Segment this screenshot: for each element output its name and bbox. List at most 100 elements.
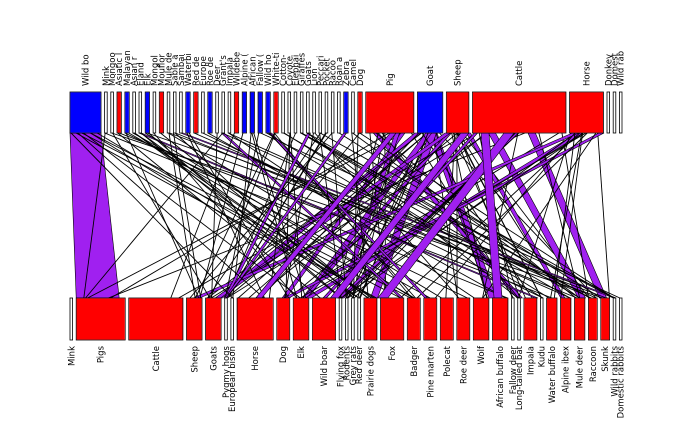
top-node-asian-r <box>133 92 136 133</box>
bottom-label-goats: Goats <box>209 345 219 370</box>
top-node-wild-rab <box>619 92 622 133</box>
top-label-horse: Horse <box>582 61 592 86</box>
top-node-mongoo <box>111 92 114 133</box>
bottom-node-grey-rats <box>352 298 355 340</box>
bottom-label-pigs: Pigs <box>97 345 107 363</box>
top-label-goat: Goat <box>426 65 436 86</box>
link <box>598 133 610 298</box>
bottom-node-fill-cattle <box>129 298 182 339</box>
bottom-label-fox: Fox <box>388 346 398 361</box>
bottom-label-badger: Badger <box>410 346 420 377</box>
bottom-label-prairie-dogs: Prairie dogs <box>366 345 376 396</box>
bottom-node-kudu <box>540 298 543 340</box>
bottom-label-pine-marten: Pine marten <box>426 346 436 398</box>
top-node-pocket <box>325 92 328 133</box>
bottom-label-elk: Elk <box>297 346 307 359</box>
bottom-node-wild-rabbits <box>613 298 616 340</box>
bottom-node-long-tailed-bat <box>518 298 521 340</box>
top-node-fill-goat <box>418 92 443 132</box>
bottom-node-fill-badger <box>408 298 420 339</box>
top-node-sable-a <box>173 92 176 133</box>
top-node-mongol <box>153 92 156 133</box>
bottom-node-domestic-rabbits <box>619 298 622 340</box>
bottom-label-alpine-ibex: Alpine ibex <box>562 346 572 393</box>
bottom-node-fill-wolf <box>474 298 489 339</box>
bottom-node-fill-pine-marten <box>424 298 436 339</box>
links-layer <box>70 133 620 298</box>
link <box>113 133 210 298</box>
bottom-node-fill-sheep <box>187 298 202 339</box>
top-nodes-layer <box>70 92 622 133</box>
top-label-dog: Dog <box>356 69 366 86</box>
top-node-fill-dog <box>358 92 362 132</box>
bottom-label-roe-deer: Roe deer <box>459 346 469 385</box>
top-node-elephai <box>294 92 297 133</box>
top-node-domest <box>613 92 616 133</box>
top-node-fill-mouflor <box>160 92 164 132</box>
bottom-node-fill-pigs <box>77 298 125 339</box>
top-node-fill-red-de <box>194 92 198 132</box>
bottom-label-wild-boar: Wild boar <box>320 346 330 387</box>
top-node-fill-pig <box>366 92 413 132</box>
top-node-lion <box>313 92 316 133</box>
link <box>126 133 199 298</box>
top-node-fill-wild-ho <box>266 92 270 132</box>
top-node-fill-alpine <box>243 92 247 132</box>
bottom-label-wolf: Wolf <box>477 345 487 364</box>
bottom-label-kudu: Kudu <box>538 346 548 367</box>
top-label-cattle: Cattle <box>515 61 525 86</box>
bottom-label-red-deer: Red deer <box>355 345 365 384</box>
top-node-camel <box>352 92 355 133</box>
top-node-impala <box>228 92 231 133</box>
top-label-sheep: Sheep <box>454 59 464 86</box>
bottom-node-fill-fox <box>381 298 403 339</box>
bottom-node-flying-fox <box>339 298 342 340</box>
top-node-goats <box>307 92 310 133</box>
top-node-fill-sheep <box>447 92 469 132</box>
bottom-label-horse: Horse <box>251 346 261 371</box>
bottom-node-fill-goats <box>206 298 221 339</box>
bottom-node-mink <box>70 298 73 340</box>
top-node-deer <box>216 92 219 133</box>
bottom-node-fill-roe-deer <box>457 298 469 339</box>
bottom-node-fill-skunk <box>601 298 609 339</box>
link <box>173 133 200 298</box>
bottom-node-fill-prairie-dogs <box>364 298 376 339</box>
bottom-label-long-tailed-bat: Long-tailed bat <box>515 345 525 410</box>
bottom-node-fill-raccoon <box>589 298 597 339</box>
top-node-roan-a <box>338 92 341 133</box>
bottom-node-red-deer <box>358 298 361 340</box>
bottom-label-raccoon: Raccoon <box>589 346 599 382</box>
top-node-fill-african <box>251 92 255 132</box>
top-node-giraffes <box>300 92 303 133</box>
bottom-label-water-buffalo: Water buffalo <box>548 346 558 403</box>
top-label-wild-bo: Wild bo <box>82 54 92 86</box>
bottom-label-dog: Dog <box>279 346 289 363</box>
bottom-label-african-buffalo: African buffalo <box>496 346 506 408</box>
top-node-fill-roe-de <box>208 92 212 132</box>
bottom-label-cattle: Cattle <box>152 346 162 371</box>
bottom-label-mule-deer: Mule deer <box>576 346 586 389</box>
top-node-cotton <box>282 92 285 133</box>
top-node-fill-cattle <box>473 92 566 132</box>
bottom-node-rodents <box>345 298 348 340</box>
top-label-wild-rab: Wild rab <box>617 51 627 86</box>
top-node-europe <box>202 92 205 133</box>
top-node-coyote <box>288 92 291 133</box>
top-node-fill-fallow <box>258 92 262 132</box>
bottom-node-fill-african-buffalo <box>493 298 508 339</box>
bottom-node-fill-mule-deer <box>575 298 585 339</box>
top-node-mink <box>105 92 108 133</box>
bottom-label-european-bison: European bison <box>228 346 238 412</box>
top-node-mule-de <box>167 92 170 133</box>
bottom-node-fill-elk <box>294 298 309 339</box>
top-node-fill-malayan <box>125 92 129 132</box>
bottom-label-mink: Mink <box>67 346 77 366</box>
bottom-label-polecat: Polecat <box>443 345 453 376</box>
bottom-node-pygmy-hogs <box>225 298 228 340</box>
top-node-fill-zebra <box>344 92 348 132</box>
top-node-eland <box>139 92 142 133</box>
